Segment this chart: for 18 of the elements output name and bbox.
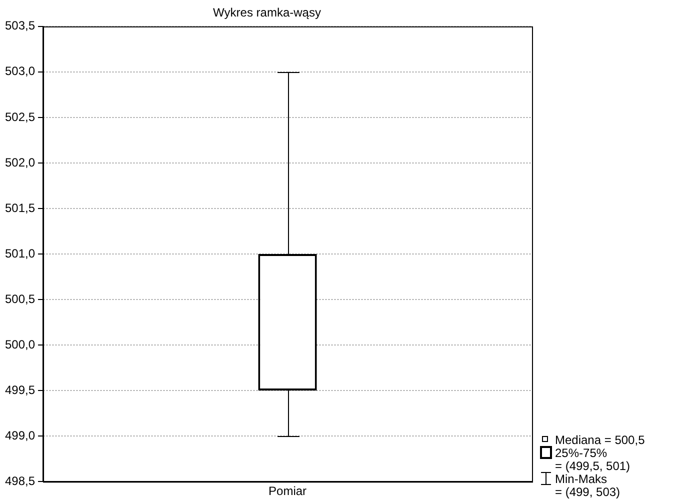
y-tick-label: 503,0	[5, 64, 36, 78]
y-tick-label: 498,5	[5, 474, 36, 488]
y-tick-label: 500,5	[5, 292, 36, 306]
text: = (499, 503)	[555, 485, 620, 499]
y-tick-label: 501,0	[5, 246, 36, 260]
y-tick-label: 500,0	[5, 337, 36, 352]
text: = (499,5, 501)	[555, 459, 630, 473]
y-tick-label: 503,5	[5, 18, 36, 33]
text: Min-Maks	[555, 472, 608, 486]
y-tick-label: 499,0	[5, 428, 36, 442]
y-tick-label: 499,5	[5, 382, 36, 397]
y-tick-label: 502,0	[5, 155, 36, 170]
text: Mediana = 500,5	[555, 433, 645, 447]
chart-title: Wykres ramka-wąsy	[213, 6, 321, 20]
y-tick-label: 501,5	[5, 200, 36, 215]
x-tick-label: Pomiar	[268, 484, 307, 498]
text: 25%-75%	[555, 446, 608, 460]
y-tick-label: 502,5	[5, 110, 36, 124]
